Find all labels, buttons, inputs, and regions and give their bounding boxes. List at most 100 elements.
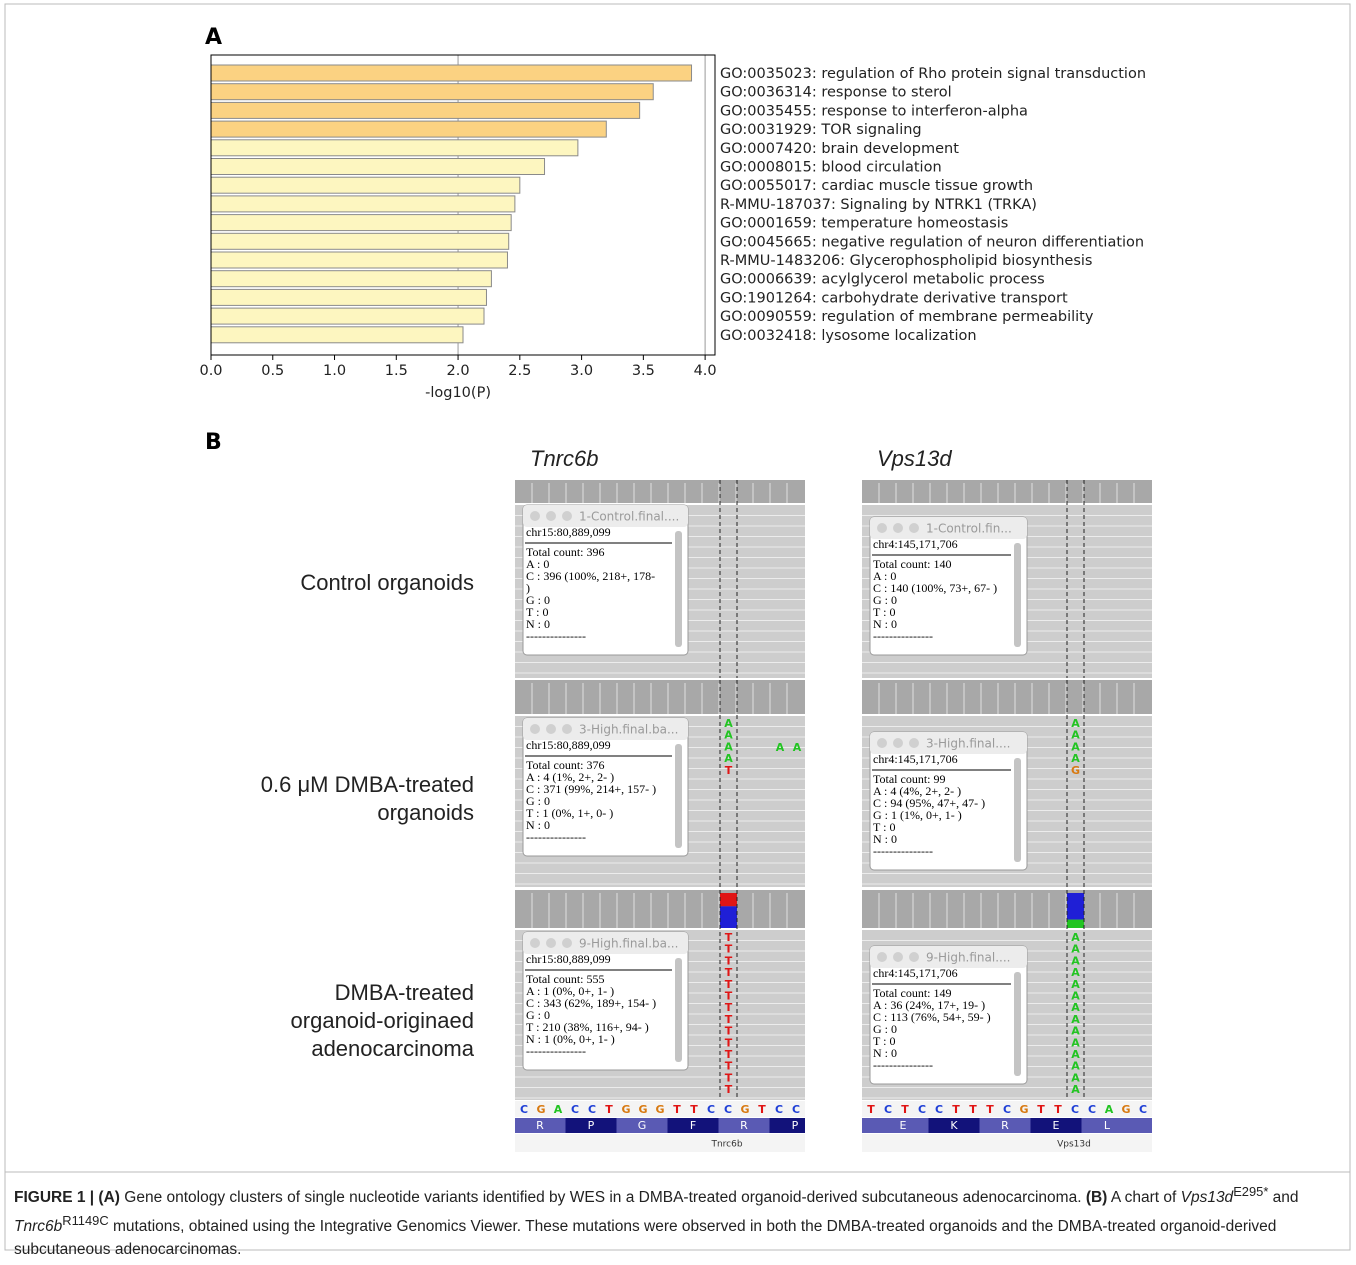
popup-line: --------------- [873,1058,933,1072]
sequence-base: T [952,1103,960,1116]
bar [211,196,515,212]
row-label: organoid-originaed [291,1008,474,1033]
gene-name: Vps13d [1181,1189,1234,1206]
category-label: GO:0036314: response to sterol [720,85,952,101]
bar [211,289,486,305]
popup-scrollbar [675,744,682,848]
category-label: GO:0055017: cardiac muscle tissue growth [720,178,1033,194]
popup-line: --------------- [526,629,586,643]
sequence-base: T [673,1103,681,1116]
sequence-base: T [1054,1103,1062,1116]
read-base: A [1071,1083,1080,1096]
window-dot [877,523,887,533]
category-label: GO:0045665: negative regulation of neuro… [720,234,1144,250]
coverage-track [862,480,1152,503]
sequence-base: T [901,1103,909,1116]
popup-line: --------------- [873,629,933,643]
x-tick-label: 0.5 [261,363,284,379]
coverage-track [515,890,805,928]
sequence-base: G [740,1103,749,1116]
bar [211,121,606,137]
x-tick-label: 3.5 [632,363,655,379]
bar [211,65,692,81]
amino-acid: K [950,1119,958,1132]
popup-line: chr4:145,171,706 [873,537,958,551]
sequence-base: C [571,1103,579,1116]
window-dot [562,724,572,734]
window-dot [893,523,903,533]
popup-line: chr15:80,889,099 [526,738,611,752]
read-base: G [1071,764,1080,777]
sequence-base: C [724,1103,732,1116]
sequence-base: C [792,1103,800,1116]
sequence-base: C [1003,1103,1011,1116]
popup-title: 1-Control.final.... [579,510,679,524]
x-tick-label: 4.0 [694,363,717,379]
window-dot [909,952,919,962]
popup-scrollbar [675,958,682,1062]
popup-line: --------------- [526,830,586,844]
sequence-base: A [554,1103,563,1116]
x-tick-label: 2.0 [447,363,470,379]
window-dot [877,738,887,748]
bar [211,84,653,100]
allele-bar [720,906,737,928]
row-label: organoids [377,800,474,825]
sequence-base: C [918,1103,926,1116]
gene-label: Vps13d [1057,1140,1091,1150]
popup-line: C : 396 (100%, 218+, 178- [526,569,655,583]
category-label: GO:0008015: blood circulation [720,160,942,176]
x-tick-label: 2.5 [508,363,531,379]
popup-title: 9-High.final.ba... [579,937,678,951]
gene-name: Tnrc6b [14,1218,62,1235]
amino-acid: G [638,1119,647,1132]
window-dot [562,511,572,521]
sequence-base: T [867,1103,875,1116]
window-dot [530,724,540,734]
amino-acid: F [690,1119,696,1132]
allele-bar [1067,893,1084,920]
figure: A B GO:0035023: regulation of Rho protei… [0,0,1356,1265]
x-tick-label: 1.0 [323,363,346,379]
window-dot [893,738,903,748]
category-label: GO:0006639: acylglycerol metabolic proce… [720,272,1045,288]
window-dot [546,938,556,948]
amino-acid: P [588,1119,595,1132]
sequence-base: T [758,1103,766,1116]
gene-label: Tnrc6b [710,1140,742,1150]
bar [211,327,463,343]
sequence-base: T [690,1103,698,1116]
popup-line: --------------- [526,1044,586,1058]
gene-title: Vps13d [877,446,952,471]
caption-head: (B) [1086,1189,1108,1206]
mutation: R1149C [62,1213,108,1228]
window-dot [546,511,556,521]
sequence-base: G [655,1103,664,1116]
popup-title: 3-High.final.ba... [579,723,678,737]
row-label: Control organoids [300,570,474,595]
allele-bar [1067,920,1084,928]
caption-text: and [1273,1189,1299,1206]
window-dot [893,952,903,962]
popup-title: 1-Control.fin... [926,522,1012,536]
sequence-base: C [884,1103,892,1116]
bar [211,252,507,268]
read-base: A [776,741,785,754]
caption-text: A chart of [1111,1189,1176,1206]
sequence-base: C [1139,1103,1147,1116]
popup-line: chr15:80,889,099 [526,952,611,966]
allele-bar [720,893,737,906]
panel-label: A [205,25,222,50]
category-label: GO:0035023: regulation of Rho protein si… [720,66,1146,82]
category-label: R-MMU-1483206: Glycerophospholipid biosy… [720,253,1092,269]
window-dot [530,938,540,948]
sequence-base: C [588,1103,596,1116]
popup-scrollbar [1014,758,1021,862]
aa-block [770,1118,806,1133]
bar [211,140,578,156]
bar [211,102,640,118]
sequence-base: A [1105,1103,1114,1116]
popup-title: 9-High.final.... [926,951,1010,965]
coverage-track [515,480,805,503]
coverage-track [862,890,1152,928]
